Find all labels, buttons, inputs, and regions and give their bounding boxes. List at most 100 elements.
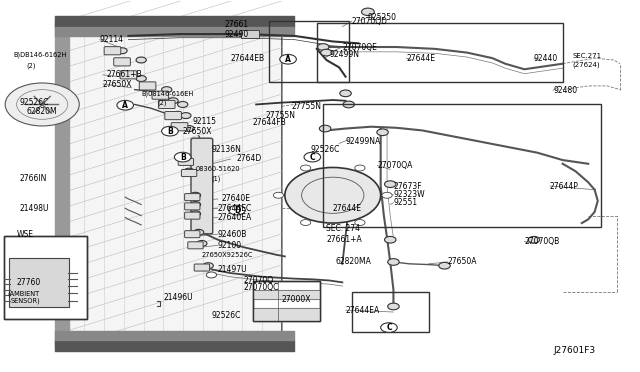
Text: A: A [285,55,291,64]
Text: 27644P: 27644P [550,182,579,190]
FancyBboxPatch shape [184,193,200,201]
Text: 27070QE: 27070QE [342,42,377,51]
FancyBboxPatch shape [165,112,181,120]
Text: 21496U: 21496U [164,293,193,302]
Circle shape [382,192,392,198]
Text: B)08146-616EH: B)08146-616EH [141,90,193,97]
Circle shape [206,272,216,278]
Circle shape [388,259,399,265]
Text: 27070QA: 27070QA [378,161,413,170]
Circle shape [340,90,351,97]
Circle shape [117,48,127,54]
Text: J27601F3: J27601F3 [553,346,595,355]
Text: 27650X92526C: 27650X92526C [202,251,253,257]
Text: 27661: 27661 [224,20,248,29]
Circle shape [285,167,381,223]
Circle shape [385,181,396,187]
Circle shape [362,8,374,16]
FancyBboxPatch shape [184,203,200,210]
Circle shape [177,102,188,108]
Circle shape [184,126,194,132]
Circle shape [174,152,191,162]
Text: 27644FB: 27644FB [253,119,287,128]
Text: WSE: WSE [17,230,34,239]
Text: 92499N: 92499N [330,50,360,59]
Text: B: B [180,153,186,161]
Text: 21497U: 21497U [218,265,248,274]
Polygon shape [65,21,282,347]
FancyBboxPatch shape [184,231,200,238]
Polygon shape [4,236,87,320]
Text: SEC. 274: SEC. 274 [326,224,360,233]
Circle shape [168,98,178,104]
Text: 27755N: 27755N [291,102,321,111]
Text: 27640E: 27640E [221,195,250,203]
Text: 92136N: 92136N [211,145,241,154]
Text: 92480: 92480 [553,86,577,95]
Circle shape [388,303,399,310]
Text: 21498U: 21498U [20,204,49,213]
Text: (27624): (27624) [572,61,600,68]
Text: 92526C: 92526C [211,311,241,320]
Text: 27673F: 27673F [394,182,422,190]
Circle shape [528,236,540,243]
Text: 27644EC: 27644EC [218,204,252,213]
Text: C: C [386,323,392,332]
FancyBboxPatch shape [178,158,193,166]
Text: 27640EA: 27640EA [218,213,252,222]
Circle shape [273,192,284,198]
FancyBboxPatch shape [181,170,196,177]
Circle shape [5,83,79,126]
Text: B: B [167,126,173,136]
Text: 92526C: 92526C [310,145,340,154]
Text: 92499NA: 92499NA [346,137,381,146]
FancyBboxPatch shape [188,242,203,249]
Circle shape [301,165,311,171]
Text: 92460B: 92460B [218,230,247,239]
Text: 92115: 92115 [192,117,216,126]
FancyBboxPatch shape [172,123,188,131]
Text: (2): (2) [26,62,36,69]
Text: 92100: 92100 [218,241,242,250]
FancyBboxPatch shape [104,46,121,55]
Text: 92440: 92440 [534,54,558,62]
Circle shape [304,152,321,162]
Circle shape [136,57,147,63]
Text: 92323W: 92323W [394,190,425,199]
Circle shape [117,100,134,110]
Text: 27650X: 27650X [182,126,212,136]
Text: 92526C: 92526C [20,98,49,107]
Circle shape [381,323,397,333]
Text: (AMBIENT: (AMBIENT [7,290,39,297]
Text: 925250: 925250 [368,13,397,22]
Circle shape [228,205,245,215]
Circle shape [439,262,451,269]
Text: 92114: 92114 [100,35,124,44]
FancyBboxPatch shape [9,257,69,307]
FancyBboxPatch shape [152,91,169,99]
Circle shape [136,76,147,81]
FancyBboxPatch shape [194,264,209,271]
Text: 27755N: 27755N [266,111,296,120]
Text: 27760: 27760 [17,278,41,287]
Text: 27644EA: 27644EA [346,306,380,315]
FancyBboxPatch shape [241,30,259,38]
Text: 27644EB: 27644EB [230,54,265,62]
Text: 62820M: 62820M [26,108,57,116]
Text: 2766IN: 2766IN [20,174,47,183]
Circle shape [355,219,365,225]
Circle shape [385,236,396,243]
Circle shape [317,44,329,50]
Text: 27070QD: 27070QD [352,17,388,26]
Circle shape [343,101,355,108]
Text: C: C [310,153,315,161]
FancyBboxPatch shape [114,58,131,66]
Text: 27650X: 27650X [103,80,132,89]
Text: 08360-51620: 08360-51620 [195,166,240,172]
Text: 27070QC: 27070QC [243,283,279,292]
Text: 27644E: 27644E [406,54,435,62]
Circle shape [196,240,207,246]
Text: 92551: 92551 [394,198,417,207]
Circle shape [301,219,311,225]
Circle shape [190,211,200,217]
